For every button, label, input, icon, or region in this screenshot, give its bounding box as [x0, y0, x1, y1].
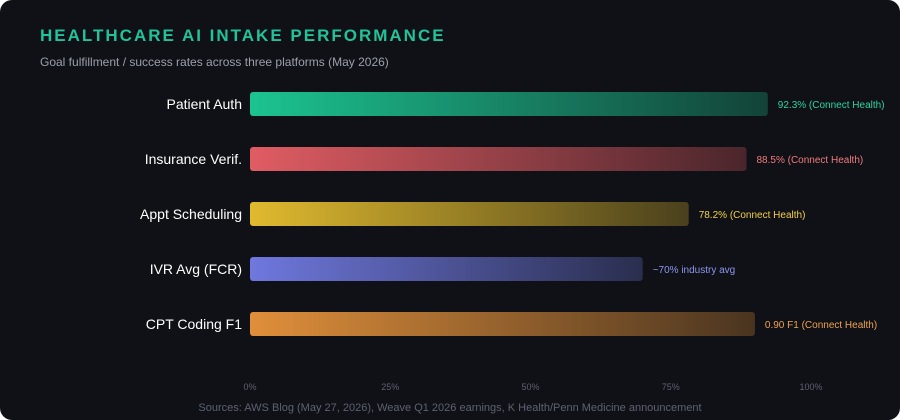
x-tick-label: 50% — [521, 382, 539, 392]
category-label: Appt Scheduling — [140, 206, 242, 222]
data-label: 88.5% (Connect Health) — [756, 155, 863, 166]
data-label: 92.3% (Connect Health) — [778, 100, 885, 111]
x-tick-label: 75% — [662, 382, 680, 392]
data-label: 0.90 F1 (Connect Health) — [765, 320, 877, 331]
category-label: Insurance Verif. — [145, 151, 242, 167]
bar — [250, 312, 755, 336]
bar — [250, 92, 768, 116]
category-label: Patient Auth — [166, 96, 242, 112]
bar — [250, 202, 689, 226]
chart-title: HEALTHCARE AI INTAKE PERFORMANCE — [40, 26, 446, 45]
x-tick-label: 0% — [243, 382, 256, 392]
bar — [250, 147, 747, 171]
data-label: 78.2% (Connect Health) — [699, 210, 806, 221]
chart-subtitle: Goal fulfillment / success rates across … — [40, 55, 389, 69]
category-label: CPT Coding F1 — [146, 316, 242, 332]
chart-source: Sources: AWS Blog (May 27, 2026), Weave … — [198, 402, 702, 414]
x-tick-label: 100% — [799, 382, 822, 392]
data-label: ~70% industry avg — [653, 265, 736, 276]
x-tick-label: 25% — [381, 382, 399, 392]
category-label: IVR Avg (FCR) — [150, 261, 242, 277]
bar — [250, 257, 643, 281]
